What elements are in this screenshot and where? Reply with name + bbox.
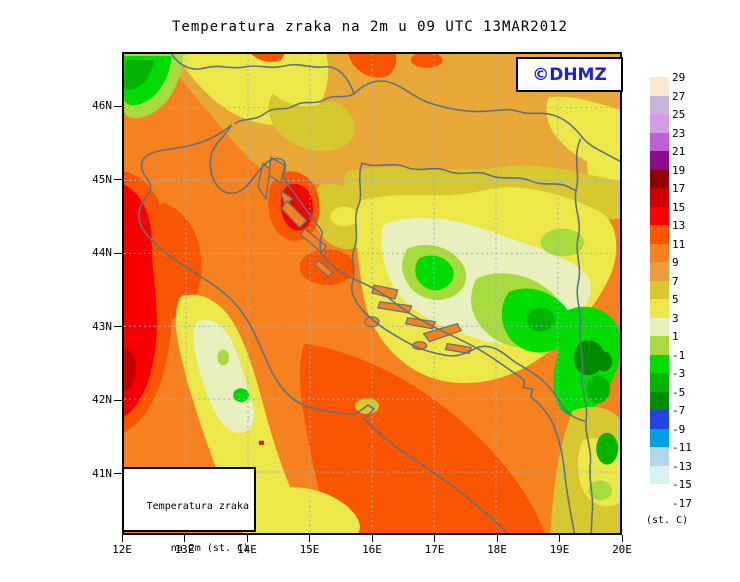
x-axis-label: 17E <box>424 543 445 556</box>
x-axis-tick <box>371 535 373 542</box>
y-axis-tick <box>114 179 122 180</box>
colorbar-swatch <box>650 465 669 485</box>
x-axis-tick <box>559 535 560 542</box>
x-axis-label: 15E <box>299 543 320 556</box>
adriatic-islands <box>257 156 472 355</box>
colorbar-tick-label: 5 <box>672 293 679 306</box>
colorbar-swatch <box>650 373 669 392</box>
page-title: Temperatura zraka na 2m u 09 UTC 13MAR20… <box>171 19 568 35</box>
x-axis-tick <box>246 535 248 542</box>
colorbar-tick-label: 27 <box>672 89 686 103</box>
x-axis-label: 19E <box>549 543 570 556</box>
colorbar-swatch <box>650 169 669 189</box>
colorbar-tick-label: 1 <box>672 330 679 343</box>
colorbar-swatch <box>650 114 669 133</box>
x-axis-tick <box>496 535 498 542</box>
dhmz-watermark-box: ©DHMZ <box>516 57 623 92</box>
colorbar-tick-label: 19 <box>672 163 686 177</box>
colorbar-tick-label: 17 <box>672 182 686 195</box>
colorbar-tick-label: -11 <box>672 441 692 454</box>
colorbar-tick-label: 3 <box>672 311 679 325</box>
colorbar-tick-label: -17 <box>672 496 692 510</box>
x-axis-label: 16E <box>362 543 382 556</box>
y-axis-label: 45N <box>92 172 112 186</box>
graticule <box>124 54 620 533</box>
colorbar-tick-label: 15 <box>672 200 686 214</box>
colorbar-tick-label: 21 <box>672 145 686 158</box>
dhmz-logo-text: ©DHMZ <box>532 64 607 85</box>
y-axis-tick <box>114 252 122 254</box>
colorbar-swatch <box>650 188 669 207</box>
y-axis-tick <box>114 473 122 474</box>
x-axis-tick <box>621 535 623 542</box>
x-axis-label: 18E <box>487 543 507 556</box>
colorbar-swatch <box>650 428 669 448</box>
colorbar-tick-label: 23 <box>672 126 686 140</box>
y-axis-label: 46N <box>92 99 112 112</box>
colorbar-unit-label: (st. C) <box>646 514 689 526</box>
colorbar-swatch <box>650 206 669 226</box>
colorbar-tick-label: 13 <box>672 219 686 232</box>
map-plot-area <box>122 52 622 535</box>
x-axis-label: 14E <box>237 543 257 556</box>
colorbar-swatch <box>650 336 669 355</box>
colorbar-swatch <box>650 410 669 429</box>
colorbar-swatch <box>650 299 669 318</box>
colorbar-swatch <box>650 354 669 374</box>
y-axis-label: 44N <box>92 246 112 259</box>
country-borders <box>170 54 620 533</box>
y-axis-tick <box>114 105 122 107</box>
colorbar-swatch <box>650 280 669 300</box>
x-axis-tick <box>309 535 310 542</box>
colorbar-tick-label: 9 <box>672 256 679 269</box>
colorbar-tick-label: -13 <box>672 459 692 473</box>
x-axis-tick <box>184 535 185 542</box>
colorbar-swatch <box>650 77 669 96</box>
coastline <box>138 124 576 533</box>
y-axis-label: 41N <box>92 466 112 480</box>
x-axis-tick <box>121 535 123 542</box>
colorbar-swatch <box>650 243 669 263</box>
x-axis-label: 13E <box>174 543 195 556</box>
colorbar-swatch <box>650 391 669 411</box>
colorbar-tick-label: -1 <box>672 348 686 362</box>
colorbar-swatch <box>650 151 669 170</box>
colorbar-swatch <box>650 484 669 503</box>
colorbar-swatch <box>650 447 669 466</box>
colorbar-swatch <box>650 317 669 337</box>
colorbar-tick-label: -9 <box>672 422 686 436</box>
y-axis-tick <box>114 399 122 401</box>
temperature-map-canvas <box>124 54 620 533</box>
y-axis-label: 43N <box>92 319 112 333</box>
colorbar-tick-label: -3 <box>672 367 686 380</box>
x-axis-label: 20E <box>612 543 632 556</box>
y-axis-tick <box>114 326 122 327</box>
run-info-box: Temperatura zraka na 2m (st. C) start 00… <box>122 467 256 554</box>
colorbar-tick-label: 29 <box>672 71 686 84</box>
colorbar-tick-label: -7 <box>672 404 686 417</box>
colorbar-swatch <box>650 225 669 244</box>
x-axis-tick <box>434 535 435 542</box>
colorbar-swatch <box>650 95 669 115</box>
x-axis-label: 12E <box>112 543 132 556</box>
info-line: Temperatura zraka <box>146 501 249 512</box>
colorbar-tick-label: -15 <box>672 478 692 491</box>
colorbar-tick-label: 25 <box>672 108 686 121</box>
colorbar-tick-label: 7 <box>672 274 679 288</box>
info-line: na 2m (st. C) <box>170 543 249 554</box>
colorbar-tick-label: -5 <box>672 385 686 399</box>
y-axis-label: 42N <box>92 393 112 406</box>
colorbar-swatch <box>650 262 669 281</box>
colorbar: (st. C) 29 27 25 23 21 19 17 15 13 11 9 7 5 3 1 -1 -3 -5 -… <box>646 71 740 537</box>
colorbar-swatch <box>650 132 669 152</box>
colorbar-tick-label: 11 <box>672 237 686 251</box>
